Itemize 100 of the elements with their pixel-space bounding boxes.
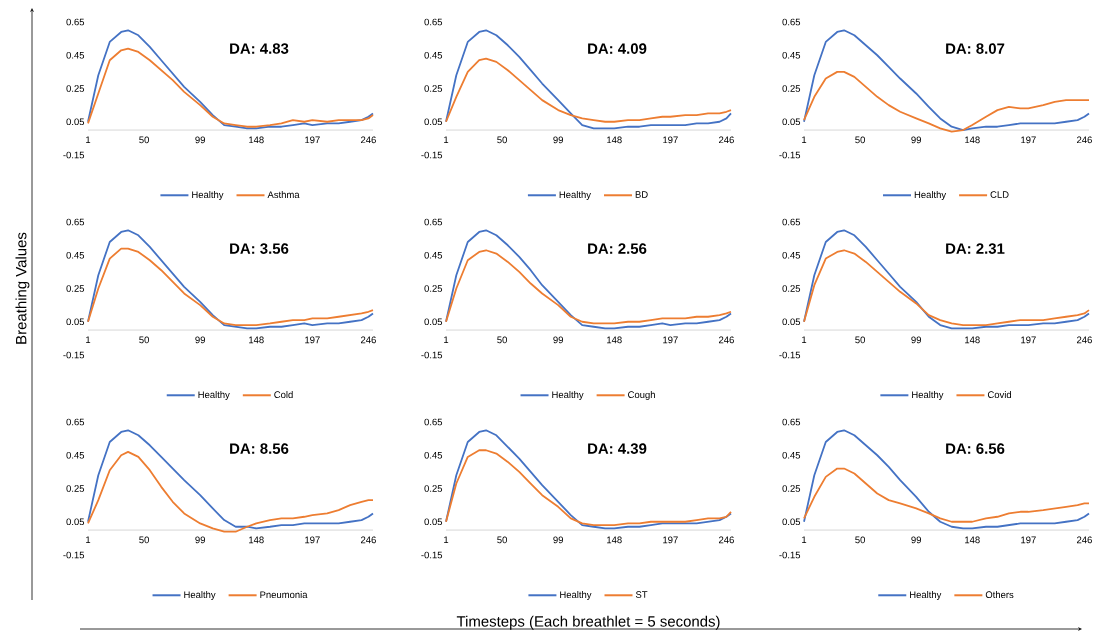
x-tick-label: 50 [139, 536, 149, 544]
x-tick-label: 197 [663, 136, 678, 144]
x-tick-label: 148 [249, 336, 264, 344]
x-tick-label: 148 [965, 336, 980, 344]
y-tick-label: -0.15 [779, 351, 801, 359]
annotation: DA: 2.31 [946, 243, 1005, 254]
y-axis-title: Breathing Values [15, 232, 30, 344]
y-tick-label: 0.25 [424, 485, 443, 492]
y-tick-label: 0.65 [424, 418, 443, 426]
y-tick-label: 0.65 [66, 418, 85, 426]
x-tick-label: 1 [444, 136, 449, 144]
x-tick-label: 197 [1021, 136, 1036, 144]
y-tick-label: 0.25 [782, 85, 801, 92]
x-tick-label: 1 [86, 136, 91, 144]
y-tick-label: 0.45 [66, 51, 85, 59]
x-tick-label: 148 [249, 536, 264, 544]
legend-label: Healthy [910, 591, 942, 600]
x-tick-label: 246 [1077, 336, 1092, 344]
legend-label: BD [635, 191, 648, 198]
x-tick-label: 99 [911, 136, 921, 144]
y-tick-label: 0.45 [66, 251, 85, 259]
x-tick-label: 99 [911, 336, 921, 344]
legend-label: ST [635, 591, 648, 598]
x-tick-label: 246 [361, 336, 376, 344]
y-tick-label: 0.25 [782, 285, 801, 292]
y-tick-label: -0.15 [421, 551, 443, 559]
y-tick-label: 0.45 [424, 51, 443, 59]
x-tick-label: 246 [361, 536, 376, 544]
y-tick-label: 0.45 [782, 451, 801, 459]
x-tick-label: 1 [802, 136, 807, 144]
annotation: DA: 4.39 [588, 443, 647, 454]
x-tick-label: 246 [1077, 536, 1092, 544]
line-series [445, 229, 732, 330]
y-tick-label: 0.25 [424, 285, 443, 292]
y-tick-label: 0.45 [66, 451, 85, 459]
legend-label: Healthy [912, 391, 944, 400]
x-tick-label: 1 [444, 536, 449, 544]
legend-label: Cough [628, 391, 655, 400]
x-tick-label: 148 [607, 136, 622, 144]
y-tick-label: 0.65 [66, 18, 85, 26]
x-tick-label: 246 [719, 536, 734, 544]
y-tick-label: 0.25 [66, 285, 85, 292]
x-tick-label: 197 [1021, 536, 1036, 544]
x-tick-label: 99 [195, 136, 205, 144]
legend-label: Healthy [559, 191, 591, 200]
legend-label: Asthma [267, 191, 300, 199]
y-tick-label: -0.15 [63, 351, 85, 359]
legend-label: Covid [987, 391, 1012, 399]
x-tick-label: 197 [305, 336, 320, 344]
x-tick-label: 1 [802, 536, 807, 544]
y-tick-label: 0.05 [66, 318, 85, 326]
y-tick-label: 0.65 [782, 218, 801, 226]
x-tick-label: 197 [663, 336, 678, 344]
legend-label: Healthy [560, 591, 592, 600]
x-tick-label: 246 [719, 336, 734, 344]
x-tick-label: 50 [139, 136, 149, 144]
y-tick-label: 0.05 [782, 118, 801, 126]
y-tick-label: 0.65 [782, 418, 801, 426]
legend-label: Pneumonia [260, 591, 308, 599]
y-tick-label: 0.05 [66, 118, 85, 126]
annotation: DA: 6.56 [946, 443, 1005, 454]
y-tick-label: 0.45 [782, 51, 801, 59]
x-tick-label: 50 [855, 336, 865, 344]
x-tick-label: 246 [361, 136, 376, 144]
y-tick-label: 0.25 [66, 485, 85, 492]
x-tick-label: 1 [86, 536, 91, 544]
x-tick-label: 50 [497, 336, 507, 344]
x-tick-label: 148 [249, 136, 264, 144]
y-tick-label: 0.45 [782, 251, 801, 259]
legend-label: Healthy [184, 591, 216, 600]
x-tick-label: 50 [139, 336, 149, 344]
x-tick-label: 1 [444, 336, 449, 344]
y-tick-label: 0.45 [424, 251, 443, 259]
x-tick-label: 99 [911, 536, 921, 544]
x-tick-label: 197 [305, 536, 320, 544]
x-tick-label: 99 [195, 536, 205, 544]
y-tick-label: 0.05 [66, 518, 85, 526]
x-tick-label: 99 [553, 536, 563, 544]
x-tick-label: 50 [497, 536, 507, 544]
annotation: DA: 4.83 [230, 43, 289, 54]
y-tick-label: 0.45 [424, 451, 443, 459]
x-tick-label: 246 [1077, 136, 1092, 144]
y-tick-label: 0.25 [424, 85, 443, 92]
y-tick-label: 0.65 [424, 18, 443, 26]
line-series [445, 57, 732, 123]
y-tick-label: 0.05 [782, 318, 801, 326]
y-tick-label: -0.15 [421, 151, 443, 159]
annotation: DA: 8.07 [946, 43, 1005, 54]
y-tick-label: 0.65 [424, 218, 443, 226]
legend-label: Healthy [192, 191, 224, 200]
y-tick-label: 0.65 [66, 218, 85, 226]
x-tick-label: 148 [965, 536, 980, 544]
y-tick-label: 0.25 [782, 485, 801, 492]
legend-label: CLD [990, 191, 1009, 198]
x-tick-label: 197 [305, 136, 320, 144]
y-tick-label: -0.15 [63, 151, 85, 159]
legend-label: Others [985, 591, 1014, 599]
y-tick-label: -0.15 [779, 551, 801, 559]
legend-label: Healthy [198, 391, 230, 400]
x-tick-label: 148 [965, 136, 980, 144]
